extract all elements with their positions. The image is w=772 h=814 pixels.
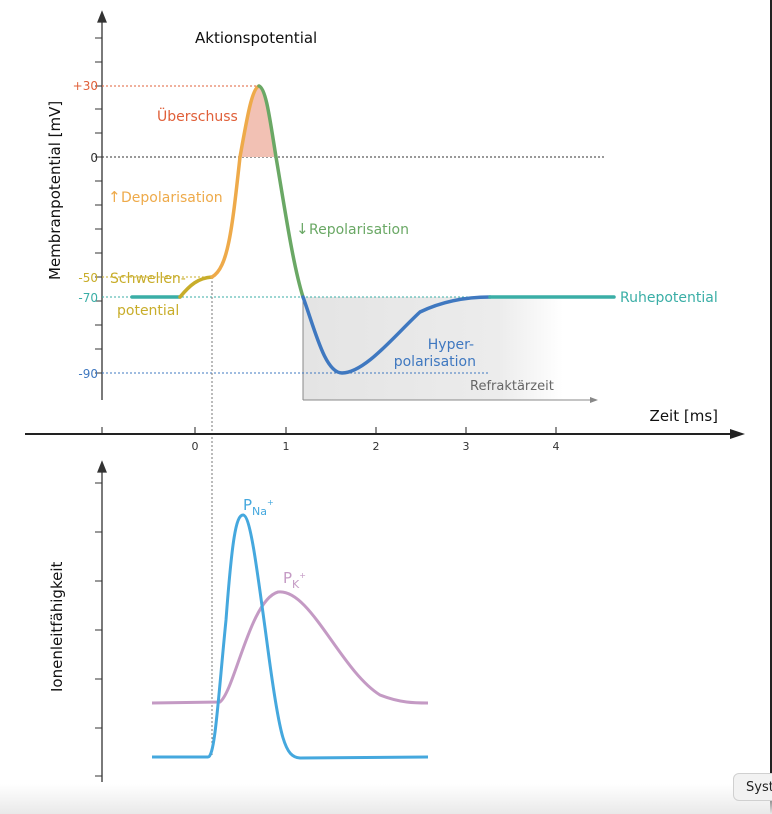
bottom-shadow bbox=[0, 784, 772, 814]
tick-label-m70: -70 bbox=[78, 291, 98, 305]
tick-label-p30: +30 bbox=[73, 79, 98, 93]
guide-lines bbox=[102, 85, 610, 757]
top-y-axis bbox=[95, 10, 107, 400]
hyper-label-1: Hyper- bbox=[428, 337, 474, 353]
x-tick-4: 4 bbox=[553, 440, 560, 453]
y-axis-label-membrane: Membranpotential [mV] bbox=[46, 101, 64, 280]
x-tick-3: 3 bbox=[463, 440, 470, 453]
repolarisation-arrow-icon: ↓ bbox=[296, 220, 309, 238]
x-tick-0: 0 bbox=[192, 440, 199, 453]
diagram-title: Aktionspotential bbox=[195, 29, 317, 47]
curve-depolarisation bbox=[210, 84, 261, 279]
k-conductance-curve bbox=[151, 590, 429, 705]
x-tick-1: 1 bbox=[283, 440, 290, 453]
repolarisation-label: Repolarisation bbox=[309, 222, 409, 238]
refractory-label: Refraktärzeit bbox=[470, 379, 554, 394]
time-axis bbox=[25, 427, 745, 439]
resting-label: Ruhepotential bbox=[620, 290, 718, 306]
depolarisation-label: Depolarisation bbox=[121, 190, 223, 206]
overshoot-label: Überschuss bbox=[157, 107, 238, 125]
y-axis-label-conductance: Ionenleitfähigkeit bbox=[48, 561, 66, 692]
curve-repolarisation bbox=[257, 84, 305, 299]
na-conductance-curve bbox=[152, 513, 429, 760]
depolarisation-arrow-icon: ↑ bbox=[108, 188, 121, 206]
window-edge bbox=[770, 0, 772, 814]
refractory-area bbox=[303, 297, 563, 400]
pna-label: PNa+ bbox=[243, 496, 274, 518]
hyper-label-2: polarisation bbox=[394, 354, 476, 370]
system-button[interactable]: Syst bbox=[733, 773, 772, 801]
overshoot-area bbox=[240, 86, 276, 157]
tick-label-m50: -50 bbox=[78, 271, 98, 285]
x-tick-2: 2 bbox=[373, 440, 380, 453]
threshold-label-2: potential bbox=[117, 303, 179, 319]
curve-threshold bbox=[178, 275, 214, 299]
x-axis-label: Zeit [ms] bbox=[650, 407, 718, 425]
tick-label-m90: -90 bbox=[78, 367, 98, 381]
curve-hyperpolarisation bbox=[301, 295, 492, 375]
threshold-label-1: Schwellen- bbox=[110, 271, 186, 287]
pk-label: PK+ bbox=[283, 569, 306, 591]
tick-label-0: 0 bbox=[90, 151, 98, 165]
potential-curve bbox=[130, 84, 616, 375]
bottom-y-axis bbox=[95, 460, 107, 782]
